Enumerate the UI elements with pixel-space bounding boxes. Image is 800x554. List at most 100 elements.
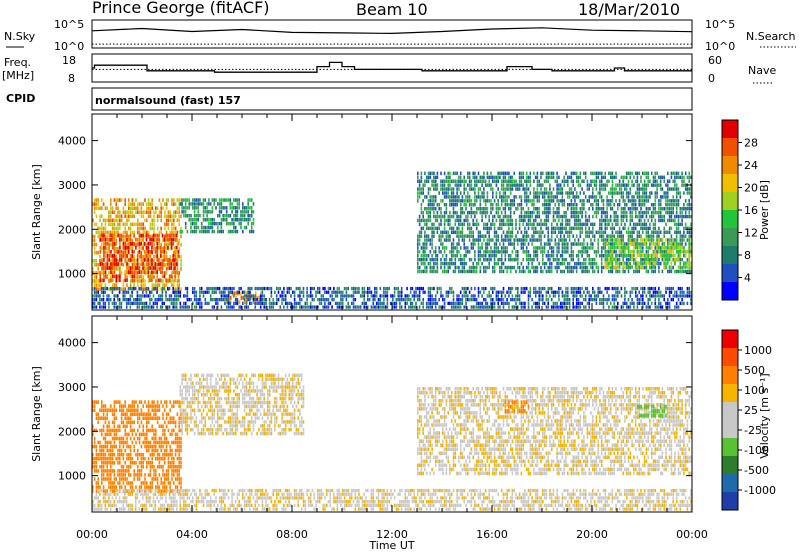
data-cell bbox=[133, 258, 135, 262]
data-cell bbox=[579, 171, 582, 176]
data-cell bbox=[643, 253, 646, 258]
data-cell bbox=[506, 187, 508, 191]
data-cell bbox=[140, 214, 143, 218]
data-cell bbox=[415, 301, 417, 305]
data-cell bbox=[101, 262, 103, 266]
data-cell bbox=[149, 234, 152, 239]
data-cell bbox=[104, 230, 107, 235]
data-cell bbox=[683, 214, 685, 219]
data-cell bbox=[490, 238, 492, 242]
data-cell bbox=[445, 175, 448, 180]
freq-frame bbox=[91, 53, 693, 83]
data-cell bbox=[324, 286, 326, 291]
data-cell bbox=[547, 218, 549, 223]
data-cell bbox=[561, 191, 564, 195]
scatter-region-5 bbox=[604, 238, 692, 269]
data-cell bbox=[661, 238, 664, 242]
data-cell bbox=[429, 195, 432, 199]
data-cell bbox=[253, 300, 255, 305]
data-cell bbox=[533, 230, 535, 234]
data-cell bbox=[202, 294, 205, 298]
data-cell bbox=[124, 254, 126, 258]
data-cell bbox=[440, 218, 442, 223]
data-cell bbox=[113, 270, 116, 274]
data-cell bbox=[147, 202, 150, 206]
data-cell bbox=[684, 226, 687, 231]
data-cell bbox=[679, 245, 682, 250]
data-cell bbox=[309, 305, 312, 309]
data-cell bbox=[472, 218, 474, 223]
data-cell bbox=[206, 290, 208, 294]
data-cell bbox=[167, 198, 170, 202]
data-cell bbox=[434, 305, 437, 309]
data-cell bbox=[131, 263, 134, 267]
data-cell bbox=[422, 226, 424, 231]
data-cell bbox=[640, 245, 642, 250]
data-cell bbox=[536, 195, 539, 199]
data-cell bbox=[518, 265, 521, 270]
data-cell bbox=[479, 179, 482, 183]
data-cell bbox=[486, 230, 489, 234]
data-cell bbox=[99, 218, 101, 223]
data-cell bbox=[618, 226, 621, 231]
data-cell bbox=[583, 238, 585, 242]
data-cell bbox=[174, 237, 176, 242]
data-cell bbox=[101, 237, 103, 242]
data-cell bbox=[103, 270, 105, 274]
data-cell bbox=[615, 183, 617, 187]
data-cell bbox=[443, 203, 446, 207]
data-cell bbox=[683, 269, 685, 274]
data-cell bbox=[545, 214, 548, 219]
data-cell bbox=[659, 218, 662, 223]
data-cell bbox=[670, 238, 673, 242]
data-cell bbox=[129, 274, 132, 279]
data-cell bbox=[458, 187, 460, 191]
data-cell bbox=[615, 187, 617, 191]
data-cell bbox=[225, 214, 228, 218]
data-cell bbox=[540, 234, 542, 238]
data-cell bbox=[572, 214, 574, 219]
data-cell bbox=[197, 298, 199, 302]
data-cell bbox=[499, 305, 501, 309]
data-cell bbox=[638, 253, 640, 258]
data-cell bbox=[153, 222, 155, 227]
data-cell bbox=[658, 238, 660, 242]
data-cell bbox=[683, 230, 685, 234]
data-cell bbox=[615, 210, 617, 215]
data-cell bbox=[459, 254, 462, 258]
data-cell bbox=[452, 199, 455, 203]
data-cell bbox=[180, 254, 182, 259]
data-cell bbox=[481, 210, 483, 215]
data-cell bbox=[463, 246, 465, 250]
data-cell bbox=[342, 301, 344, 305]
data-cell bbox=[436, 290, 439, 294]
data-cell bbox=[595, 183, 598, 187]
data-cell bbox=[647, 254, 649, 258]
data-cell bbox=[149, 290, 151, 294]
data-cell bbox=[463, 242, 465, 246]
data-cell bbox=[545, 171, 548, 176]
data-cell bbox=[433, 265, 435, 270]
data-cell bbox=[486, 183, 489, 187]
data-cell bbox=[479, 230, 482, 234]
data-cell bbox=[306, 301, 308, 305]
data-cell bbox=[547, 191, 549, 195]
data-cell bbox=[440, 187, 442, 191]
data-cell bbox=[640, 249, 642, 254]
data-cell bbox=[129, 266, 132, 270]
data-cell bbox=[167, 266, 169, 270]
data-cell bbox=[688, 245, 690, 250]
nsearch-label: N.Search bbox=[746, 30, 796, 43]
data-cell bbox=[467, 269, 469, 274]
data-cell bbox=[113, 301, 115, 305]
data-cell bbox=[509, 207, 512, 211]
data-cell bbox=[227, 298, 230, 302]
data-cell bbox=[558, 226, 560, 231]
data-cell bbox=[672, 253, 674, 258]
data-cell bbox=[293, 301, 296, 305]
data-cell bbox=[122, 279, 125, 283]
data-cell bbox=[493, 265, 496, 270]
data-cell bbox=[124, 226, 126, 231]
data-cell bbox=[568, 265, 571, 270]
data-cell bbox=[656, 171, 658, 176]
